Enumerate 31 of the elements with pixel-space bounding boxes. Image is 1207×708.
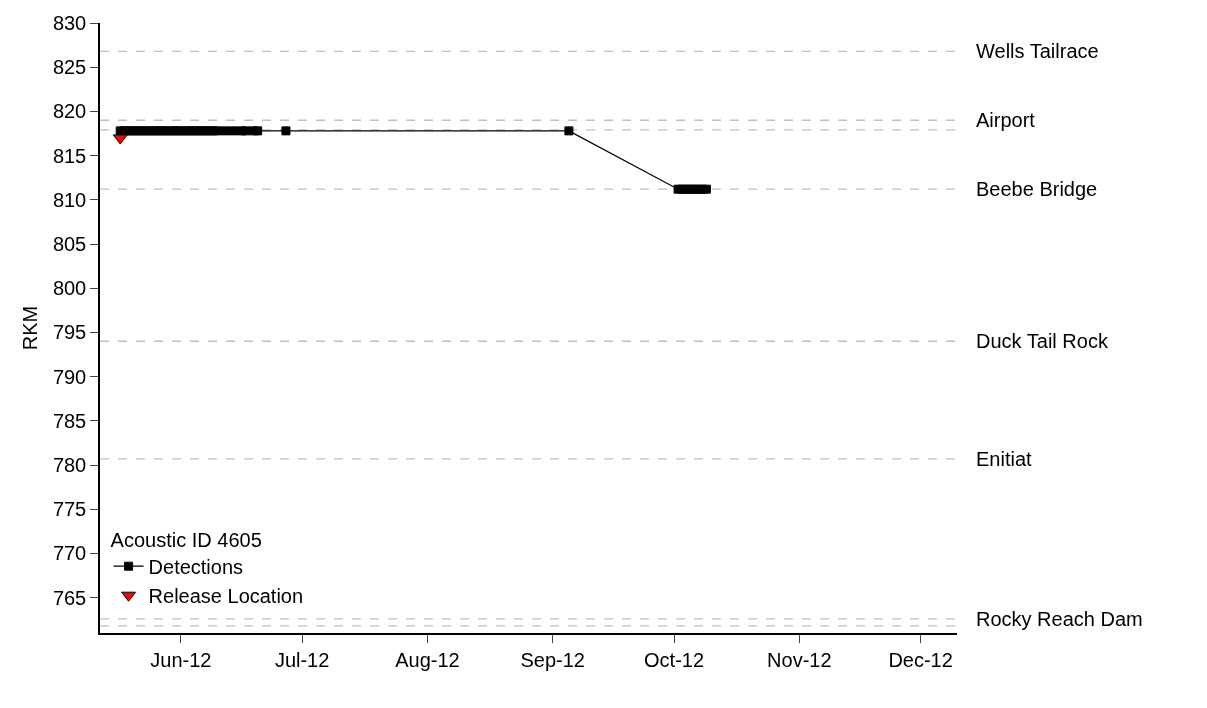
legend-label: Detections	[148, 556, 244, 578]
y-tick-label: 810	[52, 188, 87, 211]
x-tick-label: Dec-12	[888, 648, 953, 671]
x-tick-label: Jul-12	[274, 648, 330, 671]
x-tick-label: Jun-12	[150, 648, 212, 671]
y-tick-label: 825	[52, 56, 87, 79]
y-tick-label: 815	[52, 144, 87, 167]
y-tick-label: 795	[52, 321, 87, 344]
ref-line-label: Wells Tailrace	[976, 40, 1099, 62]
y-tick-label: 790	[52, 365, 87, 388]
y-tick-label: 800	[52, 277, 87, 300]
x-tick-label: Nov-12	[767, 648, 832, 671]
x-tick-label: Sep-12	[520, 648, 585, 671]
legend-title: Acoustic ID 4605	[110, 528, 262, 551]
x-tick-label: Oct-12	[644, 648, 705, 671]
y-axis-title: RKM	[18, 305, 41, 351]
y-tick-label: 775	[52, 498, 87, 521]
y-tick-label: 770	[52, 542, 87, 565]
legend-label: Release Location	[148, 585, 304, 607]
ref-line-label: Beebe Bridge	[976, 178, 1098, 200]
y-tick-label: 830	[52, 12, 87, 34]
ref-line-label: Rocky Reach Dam	[976, 608, 1143, 630]
ref-line-label: Enitiat	[976, 448, 1033, 470]
x-tick-label: Aug-12	[395, 648, 460, 671]
ref-line-label: Duck Tail Rock	[976, 330, 1109, 352]
y-tick-label: 820	[52, 100, 87, 123]
y-tick-label: 785	[52, 409, 87, 432]
ref-line-label: Airport	[976, 109, 1036, 131]
y-tick-label: 765	[52, 586, 87, 609]
y-tick-label: 805	[52, 233, 87, 256]
y-tick-label: 780	[52, 454, 87, 477]
